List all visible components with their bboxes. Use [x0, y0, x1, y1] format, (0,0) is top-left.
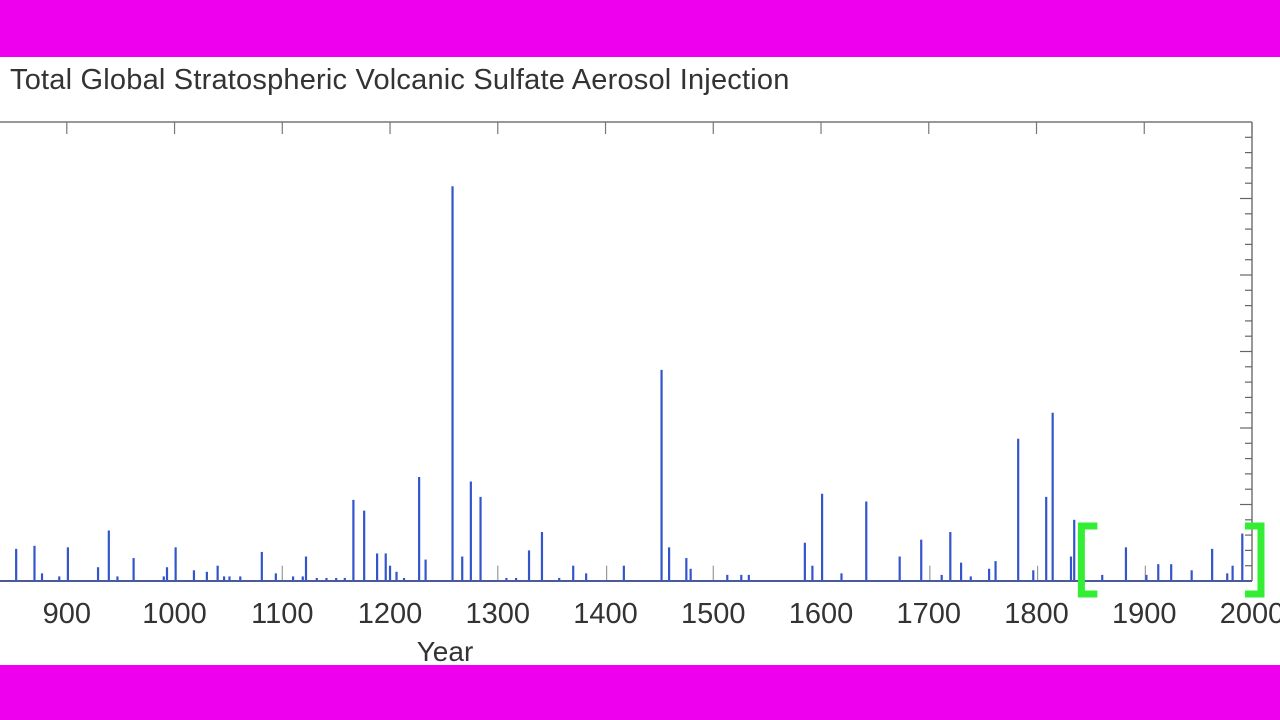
x-tick-label: 1600: [789, 598, 854, 630]
top-magenta-band: [0, 0, 1280, 57]
x-tick-label: 1100: [251, 598, 313, 630]
x-tick-label: 1000: [142, 598, 207, 630]
x-tick-label: 1400: [573, 598, 638, 630]
bottom-magenta-band: [0, 665, 1280, 720]
x-tick-label: 1800: [1004, 598, 1069, 630]
x-tick-label: 1500: [681, 598, 746, 630]
x-tick-label: 1900: [1112, 598, 1177, 630]
chart-title: Total Global Stratospheric Volcanic Sulf…: [10, 64, 790, 96]
x-tick-label: 1200: [358, 598, 423, 630]
highlight-bracket-right: [1245, 522, 1265, 598]
x-axis-label: Year: [417, 636, 474, 667]
x-tick-label: 1300: [466, 598, 531, 630]
x-tick-label: 900: [43, 598, 91, 630]
x-tick-label: 2000: [1220, 598, 1280, 630]
highlight-bracket-left: [1077, 522, 1098, 598]
x-tick-label: 1700: [897, 598, 962, 630]
